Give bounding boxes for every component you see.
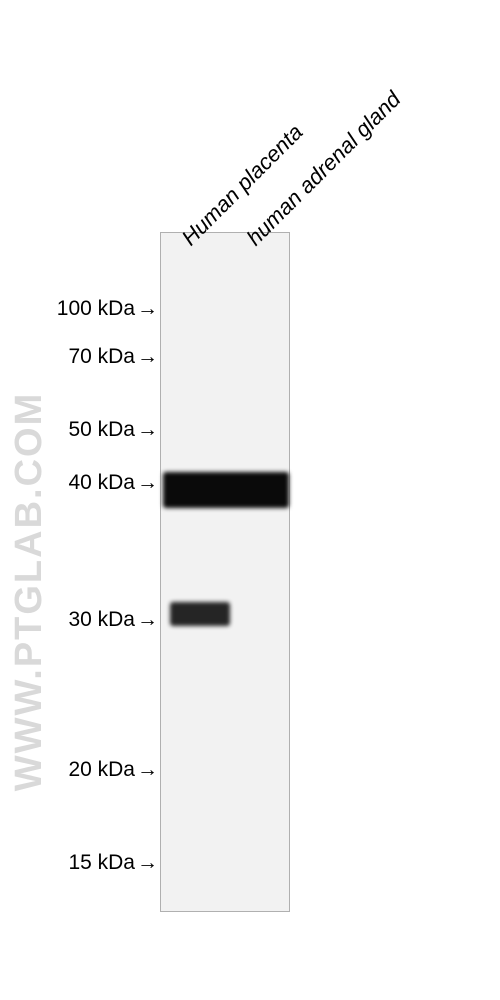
marker-label: 70 kDa xyxy=(68,345,135,369)
blot-membrane xyxy=(160,232,290,912)
marker-label: 40 kDa xyxy=(68,471,135,495)
arrow-right-icon: → xyxy=(137,471,158,495)
marker-row: 20 kDa→ xyxy=(10,758,158,782)
arrow-right-icon: → xyxy=(137,758,158,782)
arrow-right-icon: → xyxy=(137,297,158,321)
arrow-right-icon: → xyxy=(137,345,158,369)
blot-band xyxy=(170,602,230,626)
marker-label: 15 kDa xyxy=(68,851,135,875)
marker-label: 100 kDa xyxy=(57,297,135,321)
marker-row: 30 kDa→ xyxy=(10,608,158,632)
marker-row: 100 kDa→ xyxy=(10,297,158,321)
marker-row: 50 kDa→ xyxy=(10,418,158,442)
marker-row: 40 kDa→ xyxy=(10,471,158,495)
arrow-right-icon: → xyxy=(137,418,158,442)
arrow-right-icon: → xyxy=(137,851,158,875)
marker-label: 30 kDa xyxy=(68,608,135,632)
watermark-text: WWW.PTGLAB.COM xyxy=(8,392,51,791)
blot-band xyxy=(163,472,289,508)
arrow-right-icon: → xyxy=(137,608,158,632)
marker-label: 50 kDa xyxy=(68,418,135,442)
marker-label: 20 kDa xyxy=(68,758,135,782)
marker-row: 70 kDa→ xyxy=(10,345,158,369)
marker-row: 15 kDa→ xyxy=(10,851,158,875)
blot-figure: WWW.PTGLAB.COM Human placenta human adre… xyxy=(0,0,500,1000)
